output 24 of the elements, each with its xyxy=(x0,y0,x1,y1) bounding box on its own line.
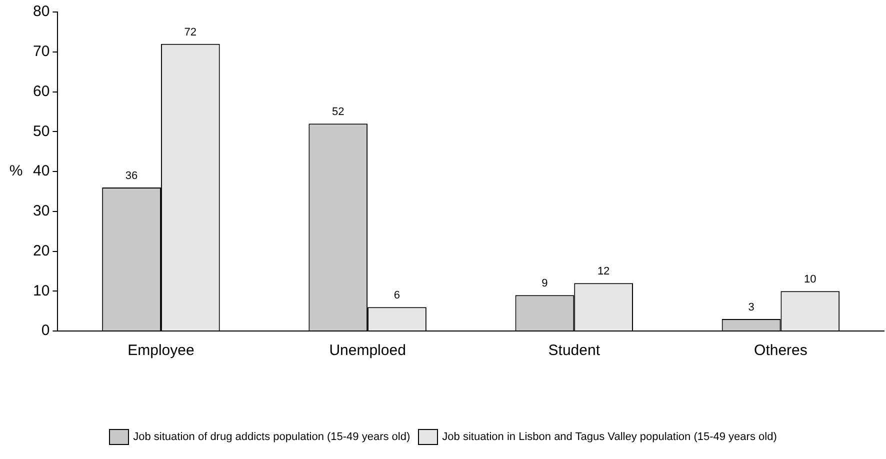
x-tick-label: Otheres xyxy=(754,342,808,360)
data-label: 12 xyxy=(597,266,610,278)
data-label: 52 xyxy=(332,106,344,118)
data-label: 3 xyxy=(748,302,754,314)
y-tick-label: 50 xyxy=(32,122,50,140)
y-tick-label: 30 xyxy=(32,202,50,220)
data-label: 72 xyxy=(184,26,197,38)
data-label: 10 xyxy=(804,274,816,286)
y-tick-label: 80 xyxy=(32,3,50,20)
data-label: 36 xyxy=(125,170,138,182)
y-tick-label: 20 xyxy=(32,242,50,260)
y-tick-label: 40 xyxy=(32,162,50,180)
y-tick-label: 10 xyxy=(32,282,50,300)
x-tick-label: Employee xyxy=(128,342,194,360)
x-tick-label: Unemploed xyxy=(329,342,406,360)
x-tick-label: Student xyxy=(548,342,601,360)
data-label: 9 xyxy=(542,278,548,290)
y-axis-title: % xyxy=(9,162,23,180)
data-label: 6 xyxy=(394,290,400,302)
y-tick-label: 70 xyxy=(32,43,50,60)
legend-label: Job situation in Lisbon and Tagus Valley population (15-49 years old) xyxy=(442,431,777,443)
y-tick-label: 60 xyxy=(32,82,50,100)
y-tick-label: 0 xyxy=(41,322,50,340)
legend-label: Job situation of drug addicts population (15-49 years old) xyxy=(133,431,410,443)
